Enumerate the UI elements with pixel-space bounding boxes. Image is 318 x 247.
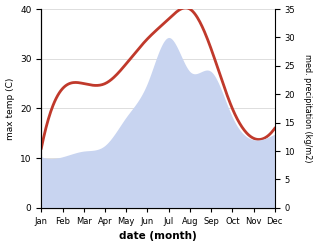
X-axis label: date (month): date (month): [119, 231, 197, 242]
Y-axis label: max temp (C): max temp (C): [5, 77, 15, 140]
Y-axis label: med. precipitation (kg/m2): med. precipitation (kg/m2): [303, 54, 313, 163]
